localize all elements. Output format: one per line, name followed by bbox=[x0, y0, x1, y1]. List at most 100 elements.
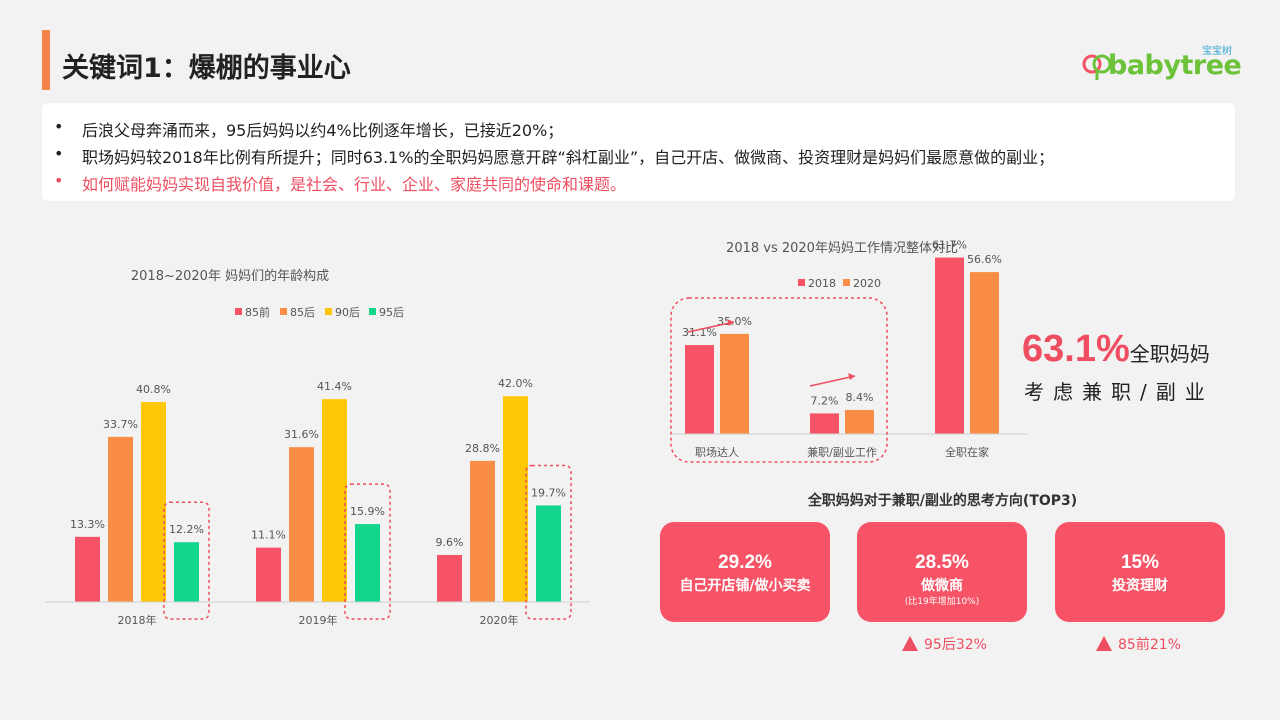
legend-swatch bbox=[235, 308, 242, 315]
highlight-stat: 63.1%全职妈妈 bbox=[1022, 328, 1210, 371]
bar bbox=[75, 536, 100, 602]
bar bbox=[470, 460, 495, 602]
chart-legend: 2018 2020 bbox=[798, 277, 881, 290]
legend-label: 85前 bbox=[245, 305, 270, 319]
page-title: 关键词1：爆棚的事业心 bbox=[62, 53, 351, 84]
chart-title: 2018 vs 2020年妈妈工作情况整体对比 bbox=[726, 241, 958, 256]
x-tick-label: 全职在家 bbox=[945, 445, 989, 459]
data-label: 11.1% bbox=[251, 529, 286, 542]
x-tick-label: 2020年 bbox=[480, 613, 519, 627]
chart-legend: 85前 85后 90后 95后 bbox=[235, 305, 404, 319]
work-status-chart: 2018 vs 2020年妈妈工作情况整体对比 2018 2020 31.1%35… bbox=[670, 239, 1028, 463]
growth-note-text: 85前21% bbox=[1118, 637, 1181, 653]
highlight-stat-unit: 全职妈妈 bbox=[1129, 342, 1210, 366]
data-label: 33.7% bbox=[103, 418, 138, 431]
x-tick-label: 2019年 bbox=[299, 613, 338, 627]
data-label: 8.4% bbox=[846, 391, 874, 404]
highlight-box bbox=[670, 297, 888, 463]
summary-text: 如何赋能妈妈实现自我价值，是社会、行业、企业、家庭共同的使命和课题。 bbox=[82, 175, 627, 194]
data-label: 61.7% bbox=[932, 239, 967, 252]
summary-text: 后浪父母奔涌而来，95后妈妈以约4%比例逐年增长，已接近20%； bbox=[82, 121, 564, 140]
summary-box: • 后浪父母奔涌而来，95后妈妈以约4%比例逐年增长，已接近20%； • 职场妈… bbox=[42, 103, 1235, 201]
bar bbox=[970, 272, 999, 434]
data-label: 35.0% bbox=[717, 315, 752, 328]
data-label: 9.6% bbox=[436, 536, 464, 549]
data-label: 42.0% bbox=[498, 377, 533, 390]
legend-label: 2020 bbox=[853, 277, 881, 290]
up-triangle-icon bbox=[902, 636, 918, 651]
top3-note: (比19年增加10%) bbox=[904, 597, 980, 607]
data-label: 19.7% bbox=[531, 486, 566, 499]
bar bbox=[536, 505, 561, 602]
bar bbox=[437, 554, 462, 602]
bullet: • bbox=[54, 117, 64, 136]
data-label: 31.1% bbox=[682, 326, 717, 339]
data-label: 12.2% bbox=[169, 523, 204, 536]
logo-text: babytree bbox=[1108, 50, 1242, 81]
legend-swatch bbox=[843, 279, 850, 286]
up-triangle-icon bbox=[1096, 636, 1112, 651]
bar-group: 31.1%35.0% 7.2% 8.4% 61.7%56.6% bbox=[682, 239, 1002, 434]
top3-card-wechat-business: 28.5% 做微商 (比19年增加10%) bbox=[857, 522, 1027, 622]
highlight-box bbox=[344, 483, 391, 620]
bar bbox=[322, 399, 347, 602]
legend-label: 95后 bbox=[379, 306, 404, 319]
legend-swatch bbox=[798, 279, 805, 286]
legend-label: 2018 bbox=[808, 277, 836, 290]
babytree-logo: babytree 宝宝树 bbox=[1082, 44, 1242, 84]
top3-card-investment: 15% 投资理财 bbox=[1055, 522, 1225, 622]
legend-swatch bbox=[280, 308, 287, 315]
title-accent-bar bbox=[42, 30, 50, 90]
bar bbox=[503, 396, 528, 602]
bar bbox=[289, 447, 314, 602]
data-label: 56.6% bbox=[967, 253, 1002, 266]
top3-pct: 29.2% bbox=[718, 552, 772, 573]
top3-label: 投资理财 bbox=[1112, 578, 1168, 594]
bar bbox=[108, 436, 133, 602]
highlight-stat-value: 63.1% bbox=[1022, 328, 1130, 370]
chart-title: 2018~2020年 妈妈们的年龄构成 bbox=[131, 268, 329, 284]
bullet: • bbox=[54, 144, 64, 163]
logo-mark-icon bbox=[1082, 54, 1112, 80]
top3-label: 做微商 bbox=[921, 578, 963, 594]
data-label: 7.2% bbox=[811, 394, 839, 407]
age-composition-chart: 2018~2020年 妈妈们的年龄构成 85前 85后 90后 95后 13.3% 33… bbox=[45, 268, 590, 627]
x-tick-label: 2018年 bbox=[118, 613, 157, 627]
bar bbox=[935, 257, 964, 434]
data-label: 13.3% bbox=[70, 518, 105, 531]
legend-label: 90后 bbox=[335, 306, 360, 319]
x-tick-labels: 2018年 2019年 2020年 bbox=[118, 613, 519, 627]
growth-note: 85前21% bbox=[1096, 634, 1181, 654]
data-label: 31.6% bbox=[284, 428, 319, 441]
data-label: 15.9% bbox=[350, 505, 385, 518]
bar bbox=[810, 413, 839, 434]
logo-cn-text: 宝宝树 bbox=[1202, 46, 1232, 57]
top3-card-shop: 29.2% 自己开店铺/做小买卖 bbox=[660, 522, 830, 622]
bar bbox=[355, 524, 380, 602]
growth-note-text: 95后32% bbox=[924, 637, 987, 653]
data-label: 28.8% bbox=[465, 442, 500, 455]
data-label: 41.4% bbox=[317, 380, 352, 393]
data-label: 40.8% bbox=[136, 383, 171, 396]
bar-group: 13.3% 33.7% 40.8% 12.2% 11.1% 31.6% 41.4% 15.9%… bbox=[70, 377, 566, 602]
trend-arrow bbox=[809, 373, 856, 387]
x-tick-label: 兼职/副业工作 bbox=[807, 446, 877, 459]
trend-arrow bbox=[687, 319, 735, 333]
bar bbox=[141, 402, 166, 602]
bar bbox=[720, 333, 749, 434]
top3-title: 全职妈妈对于兼职/副业的思考方向(TOP3) bbox=[807, 493, 1078, 509]
top3-pct: 28.5% bbox=[915, 552, 969, 573]
bar bbox=[845, 409, 874, 434]
bar bbox=[256, 547, 281, 602]
growth-note: 95后32% bbox=[902, 634, 987, 654]
summary-text: 职场妈妈较2018年比例有所提升；同时63.1%的全职妈妈愿意开辟“斜杠副业”，… bbox=[82, 148, 1055, 167]
highlight-stat-subtext: 考虑兼职/副业 bbox=[1024, 380, 1214, 404]
legend-swatch bbox=[325, 308, 332, 315]
legend-label: 85后 bbox=[290, 306, 315, 319]
top3-label: 自己开店铺/做小买卖 bbox=[679, 578, 811, 594]
bar bbox=[685, 345, 714, 434]
highlight-boxes bbox=[163, 464, 572, 620]
x-tick-label: 职场达人 bbox=[695, 445, 739, 459]
x-tick-labels: 职场达人 兼职/副业工作 全职在家 bbox=[695, 445, 989, 459]
bar bbox=[174, 542, 199, 602]
